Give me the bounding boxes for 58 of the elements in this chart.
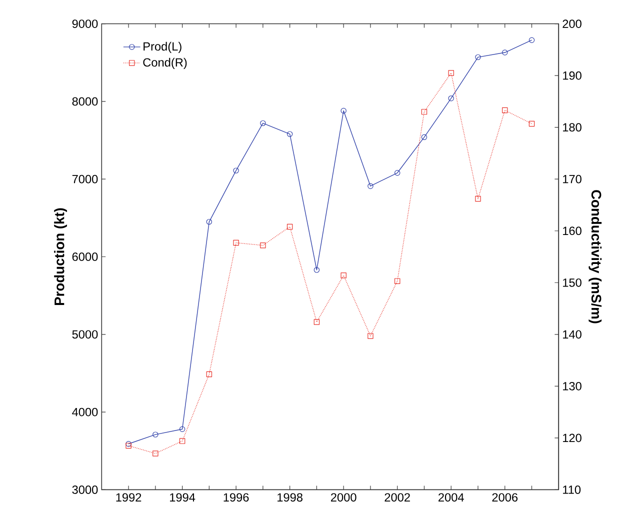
point (152, 431, 158, 438)
y2-tick-label: 140 (563, 330, 582, 338)
y-tick-label: 5000 (72, 330, 98, 338)
point (206, 218, 212, 224)
point (340, 108, 346, 114)
point (233, 167, 239, 174)
point (394, 170, 400, 176)
y-tick-label: 7000 (72, 174, 98, 184)
y-tick-label: 4000 (72, 408, 98, 416)
point (179, 438, 186, 444)
x-tick-label: 1992 (116, 492, 142, 502)
y2-tick-label: 170 (563, 174, 582, 184)
y2-tick-label: 180 (563, 122, 582, 132)
y2-tick-label: 130 (563, 382, 582, 390)
y-tick-label: 8000 (72, 97, 98, 106)
point (260, 120, 266, 126)
y2-tick-label: 200 (562, 19, 582, 28)
point (233, 240, 239, 246)
point (206, 371, 212, 377)
x-tick-label: 2004 (438, 492, 464, 502)
point (368, 183, 374, 189)
point (179, 426, 186, 432)
y-axis-title: Production (kt) (54, 208, 67, 305)
point (314, 318, 320, 325)
x-tick-label: 1996 (224, 492, 249, 502)
point (475, 196, 481, 202)
point (368, 332, 374, 339)
point (475, 54, 481, 60)
y-tick-label: 9000 (72, 19, 98, 28)
point (340, 272, 346, 278)
y-tick-label: 3000 (72, 485, 98, 494)
y2-tick-label: 120 (563, 434, 582, 442)
x-tick-label: 2006 (492, 492, 518, 502)
point (152, 450, 158, 456)
point (260, 242, 266, 248)
point (502, 49, 508, 56)
legend-label: Cond(R) (143, 58, 187, 69)
point (421, 134, 428, 140)
y2-tick-label: 110 (563, 485, 581, 494)
legend-label: Prod(L) (144, 42, 182, 53)
point (394, 278, 400, 284)
x-tick-label: 1998 (278, 492, 302, 502)
y2-axis-title: Conductivity (mS/m) (588, 190, 602, 324)
y-tick-label: 6000 (72, 252, 98, 261)
y2-tick-label: 190 (563, 71, 582, 80)
point (502, 107, 508, 113)
x-tick-label: 1994 (170, 492, 196, 502)
x-tick-label: 2002 (384, 492, 410, 502)
point (448, 95, 454, 101)
point (528, 120, 535, 126)
point (421, 108, 428, 114)
point (286, 130, 293, 137)
x-tick-label: 2000 (330, 492, 356, 502)
point (448, 70, 454, 76)
y2-tick-label: 150 (563, 278, 582, 287)
point (286, 224, 293, 230)
point (314, 266, 320, 273)
y2-tick-label: 160 (563, 226, 582, 235)
